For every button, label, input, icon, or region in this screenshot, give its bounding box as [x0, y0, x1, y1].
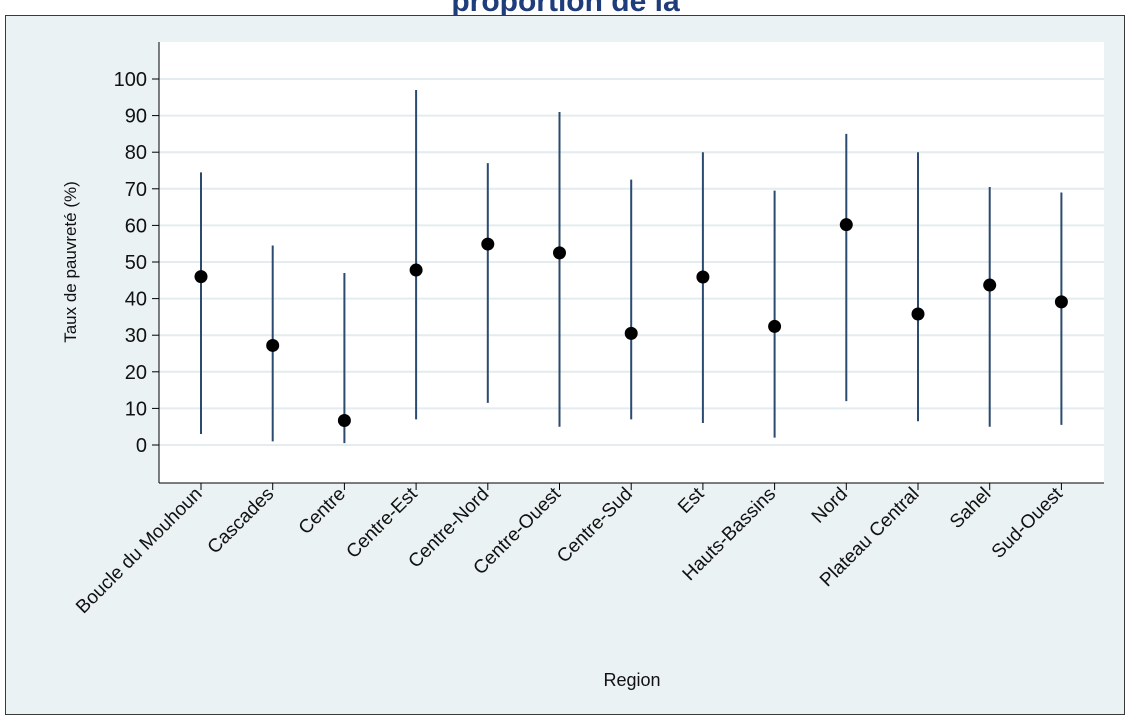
x-tick-label: Boucle du Mouhoun [72, 484, 206, 618]
y-tick-label: 40 [125, 289, 147, 311]
x-axis-label: Region [603, 670, 660, 690]
y-tick-label: 10 [125, 398, 147, 420]
y-tick-label: 20 [125, 362, 147, 384]
x-tick-label: Centre-Sud [553, 484, 637, 568]
x-tick-label: Nord [808, 484, 852, 528]
data-point [624, 326, 638, 340]
data-point [337, 413, 351, 427]
data-point [194, 270, 208, 284]
y-tick-label: 90 [125, 106, 147, 128]
data-point [1054, 295, 1068, 309]
y-axis-label: Taux de pauvreté (%) [61, 181, 80, 343]
page-title: proportion de la [451, 0, 680, 18]
data-point [266, 338, 280, 352]
axes [152, 42, 1104, 490]
y-tick-label: 100 [114, 69, 147, 91]
x-tick-label: Sahel [946, 484, 995, 533]
data-point [481, 237, 495, 251]
y-tick-label: 50 [125, 252, 147, 274]
x-tick-label: Sud-Ouest [988, 483, 1068, 563]
data-marks [194, 89, 1068, 444]
x-tick-label: Cascades [204, 484, 279, 559]
y-tick-label: 0 [136, 435, 147, 457]
data-point [983, 278, 997, 292]
data-point [911, 307, 925, 321]
x-tick-label: Centre [295, 484, 350, 539]
data-point [409, 263, 423, 277]
data-point [696, 270, 710, 284]
y-tick-label: 30 [125, 325, 147, 347]
y-tick-label: 60 [125, 215, 147, 237]
data-point [553, 246, 566, 260]
y-tick-label: 80 [125, 142, 147, 164]
data-point [839, 218, 853, 232]
y-tick-label: 70 [125, 179, 147, 201]
data-point [768, 319, 782, 333]
x-tick-label: Est [674, 483, 709, 518]
